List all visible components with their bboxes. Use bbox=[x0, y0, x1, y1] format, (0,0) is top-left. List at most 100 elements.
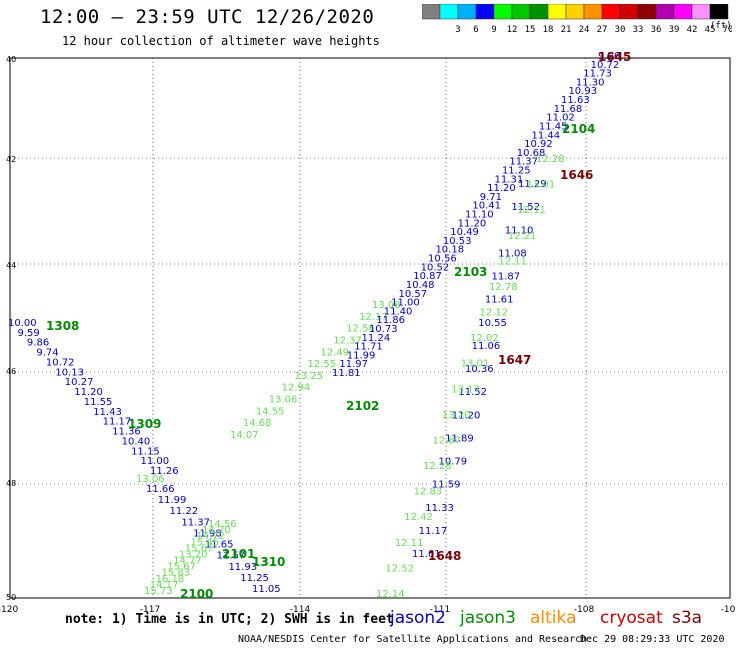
wave-height-label: 10.92 bbox=[524, 139, 553, 150]
wave-height-label: 13.06 bbox=[136, 474, 165, 485]
wave-height-label: 10.53 bbox=[443, 236, 472, 247]
scale-tick-label: 12 bbox=[507, 25, 518, 35]
wave-height-label: 10.93 bbox=[568, 86, 597, 97]
wave-height-label: 11.10 bbox=[465, 210, 494, 221]
wave-height-label: 10.87 bbox=[413, 271, 442, 282]
wave-height-label: 11.05 bbox=[252, 584, 281, 595]
pass-number-label: 2104 bbox=[562, 122, 595, 136]
wave-height-label: 11.52 bbox=[458, 387, 487, 398]
wave-height-label: 11.17 bbox=[419, 526, 448, 537]
wave-height-label: 9.71 bbox=[480, 192, 502, 203]
wave-height-label: 13.01 bbox=[461, 359, 490, 370]
wave-height-label: 11.99 bbox=[158, 495, 187, 506]
scale-tick-label: 30 bbox=[615, 25, 626, 35]
pass-number-label: 2103 bbox=[454, 265, 487, 279]
scale-tick-label: 21 bbox=[561, 25, 572, 35]
longitude-label: -10 bbox=[721, 605, 736, 615]
wave-height-label: 14.17 bbox=[150, 580, 179, 591]
wave-height-label: 10.18 bbox=[435, 245, 464, 256]
wave-height-label: 11.31 bbox=[495, 174, 524, 185]
wave-height-label: 11.30 bbox=[576, 77, 605, 88]
wave-height-label: 11.20 bbox=[74, 387, 103, 398]
wave-height-label: 11.00 bbox=[391, 298, 420, 309]
wave-height-label: 13.25 bbox=[295, 371, 324, 382]
wave-height-label: 11.61 bbox=[485, 295, 514, 306]
wave-height-label: 11.44 bbox=[532, 130, 561, 141]
scale-tick-label: 45 bbox=[705, 25, 716, 35]
wave-height-label: 10.52 bbox=[421, 262, 450, 273]
wave-height-label: 11.68 bbox=[554, 104, 583, 115]
wave-height-label: 11.81 bbox=[332, 368, 361, 379]
wave-height-label: 12.37 bbox=[333, 335, 362, 346]
wave-height-label: 11.26 bbox=[150, 466, 179, 477]
wave-height-label: 12.87 bbox=[432, 435, 461, 446]
wave-height-label: 11.24 bbox=[362, 333, 391, 344]
wave-height-color-scale: 3 6 9 12 15 18 21 24 27 30 33 36 39 42 45 70 bbox=[422, 4, 732, 35]
legend-cryosat: cryosat bbox=[600, 608, 663, 628]
wave-height-label: 14.70 bbox=[202, 525, 231, 536]
footer-note: note: 1) Time is in UTC; 2) SWH is in fe… bbox=[65, 612, 394, 627]
wave-height-label: 12.55 bbox=[307, 359, 336, 370]
wave-height-label: 10.00 bbox=[8, 318, 37, 329]
wave-height-label: 10.49 bbox=[450, 227, 479, 238]
wave-height-label: 14.07 bbox=[230, 430, 259, 441]
wave-height-label: 12.52 bbox=[385, 563, 414, 574]
pass-number-label: 1645 bbox=[598, 50, 631, 64]
scale-tick-label: 33 bbox=[633, 25, 644, 35]
scale-tick-label: 39 bbox=[669, 25, 680, 35]
wave-height-label: 11.57 bbox=[217, 551, 246, 562]
wave-height-label: 11.10 bbox=[505, 225, 534, 236]
wave-height-label: 12.49 bbox=[320, 347, 349, 358]
wave-height-label: 11.37 bbox=[181, 517, 210, 528]
longitude-label: -120 bbox=[0, 605, 18, 615]
pass-number-label: 1647 bbox=[498, 353, 531, 367]
wave-height-label: 11.25 bbox=[240, 573, 269, 584]
wave-height-label: 11.20 bbox=[487, 183, 516, 194]
scale-unit-label: (ft) bbox=[710, 21, 732, 31]
latitude-label: 46 bbox=[6, 367, 16, 376]
pass-number-label: 2102 bbox=[346, 399, 379, 413]
wave-height-label: 11.52 bbox=[511, 202, 540, 213]
legend-jason3: jason3 bbox=[460, 608, 516, 628]
wave-height-label: 11.20 bbox=[458, 218, 487, 229]
pass-number-label: 1646 bbox=[560, 168, 593, 182]
wave-height-label: 12.28 bbox=[536, 154, 565, 165]
map-frame bbox=[9, 57, 731, 599]
wave-height-label: 12.21 bbox=[508, 231, 537, 242]
wave-height-label: 11.02 bbox=[546, 113, 575, 124]
wave-height-label: 10.27 bbox=[65, 377, 94, 388]
wave-height-label: 15.67 bbox=[185, 543, 214, 554]
wave-height-label: 11.00 bbox=[141, 456, 170, 467]
wave-height-label: 15.67 bbox=[167, 562, 196, 573]
wave-height-label: 11.37 bbox=[509, 157, 538, 168]
wave-height-label: 11.40 bbox=[384, 306, 413, 317]
footer-credit: NOAA/NESDIS Center for Satellite Applica… bbox=[238, 634, 588, 645]
wave-height-label: 10.40 bbox=[122, 436, 151, 447]
wave-height-label: 12.11 bbox=[498, 256, 527, 267]
wave-height-label: 12.12 bbox=[480, 308, 509, 319]
wave-height-label: 9.86 bbox=[27, 338, 49, 349]
wave-height-label: 11.43 bbox=[93, 407, 122, 418]
wave-height-label: 10.55 bbox=[478, 318, 507, 329]
wave-height-label: 11.55 bbox=[84, 397, 113, 408]
wave-height-label: 14.55 bbox=[256, 406, 285, 417]
scale-tick-label: 27 bbox=[597, 25, 608, 35]
wave-height-label: 11.86 bbox=[376, 315, 405, 326]
page-subtitle: 12 hour collection of altimeter wave hei… bbox=[62, 34, 380, 48]
wave-height-label: 10.57 bbox=[399, 289, 428, 300]
wave-height-label: 11.71 bbox=[354, 342, 383, 353]
wave-height-label: 13.06 bbox=[269, 395, 298, 406]
scale-tick-label: 36 bbox=[651, 25, 662, 35]
map-axis-labels: -120 -117 -114 -111 -108 -10 40 42 44 46 48 50 bbox=[0, 55, 736, 615]
wave-height-label: 13.20 bbox=[442, 410, 471, 421]
wave-height-label: 15.73 bbox=[144, 586, 173, 597]
wave-height-label: 11.33 bbox=[425, 503, 454, 514]
scale-swatch bbox=[709, 4, 729, 20]
wave-height-label: 10.41 bbox=[472, 201, 501, 212]
wave-height-label: 11.98 bbox=[193, 528, 222, 539]
wave-height-label: 11.61 bbox=[412, 549, 441, 560]
wave-height-label: 13.17 bbox=[451, 384, 480, 395]
longitude-label: -117 bbox=[140, 605, 160, 615]
wave-height-label: 9.26 bbox=[598, 51, 620, 62]
